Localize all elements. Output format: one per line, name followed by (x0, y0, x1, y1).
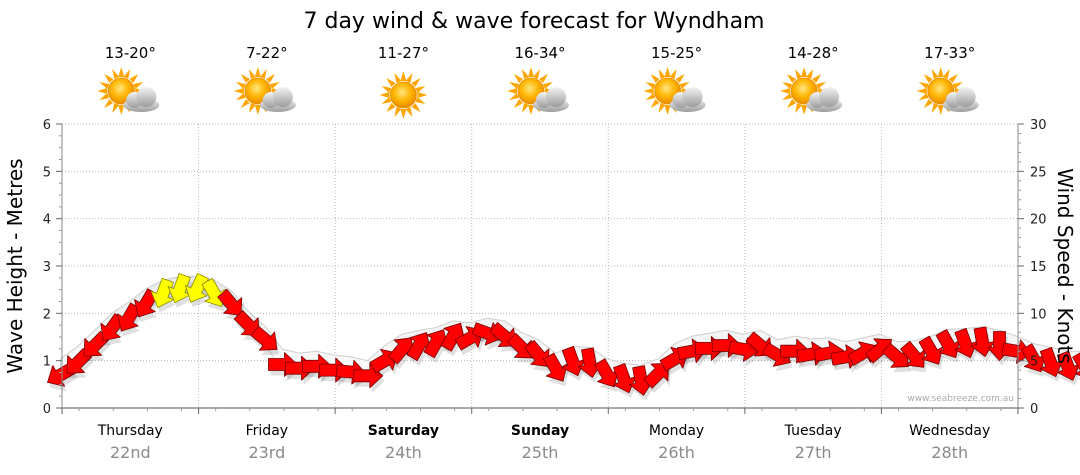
day-name-label: Saturday (368, 423, 439, 439)
wind-arrow-shape (1039, 346, 1064, 378)
day-temperature: 16-34° (514, 44, 565, 62)
y2-tick-label: 30 (1030, 118, 1047, 133)
day-date-label: 24th (385, 443, 422, 462)
wind-arrow-shape (117, 302, 142, 332)
partly-cloudy-icon (233, 66, 296, 116)
y-tick-label: 5 (43, 165, 51, 180)
day-name-label: Monday (649, 423, 704, 439)
wind-arrow (506, 332, 535, 364)
wind-arrow (643, 362, 671, 394)
partly-cloudy-icon (96, 66, 160, 116)
wind-arrow (134, 288, 161, 322)
day-date-label: 23rd (248, 443, 285, 462)
y2-axis-title: Wind Speed - Knots (1053, 168, 1077, 364)
wind-arrow-shape (250, 325, 278, 351)
day-name-label: Tuesday (784, 423, 842, 439)
sun-shape (379, 70, 428, 120)
y2-tick-label: 20 (1030, 213, 1047, 228)
wind-arrow (543, 352, 569, 387)
day-temperature: 13-20° (105, 44, 156, 62)
y2-tick-label: 15 (1030, 260, 1047, 275)
y-tick-label: 4 (43, 213, 51, 228)
wind-arrow (900, 340, 927, 373)
wind-arrow (954, 327, 980, 363)
y-axis-title: Wave Height - Metres (3, 158, 27, 373)
wind-arrow-shape (561, 345, 586, 377)
wind-arrow (935, 329, 962, 363)
day-name-label: Sunday (511, 423, 569, 439)
y-tick-label: 2 (43, 307, 51, 322)
day-name-label: Friday (246, 423, 288, 439)
wind-arrow-shape (935, 329, 961, 358)
wind-arrow-shape (954, 327, 978, 359)
y2-tick-label: 5 (1030, 355, 1038, 370)
wind-arrow-shape (217, 288, 243, 316)
day-date-label: 26th (658, 443, 695, 462)
day-date-label: 28th (931, 443, 968, 462)
wind-arrow-shape (134, 288, 159, 318)
wind-arrow-shape (643, 362, 670, 389)
wind-arrow (117, 302, 143, 337)
day-name-label: Wednesday (909, 423, 990, 439)
wind-arrow-shape (918, 335, 943, 365)
partly-cloudy-icon (779, 66, 843, 116)
wind-arrow-shape (1021, 343, 1046, 373)
wind-arrow-shape (406, 332, 431, 362)
y2-tick-label: 10 (1030, 307, 1047, 322)
y-tick-label: 0 (43, 402, 51, 417)
wind-arrow (918, 335, 945, 370)
day-date-label: 25th (522, 443, 559, 462)
partly-cloudy-icon (916, 66, 979, 116)
wind-arrow-shape (506, 332, 533, 359)
day-date-label: 27th (795, 443, 832, 462)
y-tick-label: 1 (43, 355, 51, 370)
wind-arrow (1072, 350, 1080, 385)
sunny-icon (379, 70, 428, 120)
wind-arrow (250, 325, 279, 356)
y-tick-label: 3 (43, 260, 51, 275)
y-tick-label: 6 (43, 118, 51, 133)
partly-cloudy-icon (506, 66, 569, 116)
wind-arrow (440, 322, 467, 357)
wind-arrow (524, 340, 551, 372)
credit-text: www.seabreeze.com.au (907, 394, 1014, 404)
wind-arrow-shape (594, 358, 619, 388)
wind-arrow-shape (524, 340, 550, 367)
day-temperature: 17-33° (924, 44, 975, 62)
wind-arrow-shape (1072, 350, 1080, 380)
wind-arrow (561, 345, 587, 381)
wind-arrow-shape (233, 310, 260, 336)
wind-arrow (882, 342, 911, 373)
wind-arrow-shape (150, 277, 174, 308)
wind-arrow-shape (900, 340, 925, 368)
wind-arrow-shape (1056, 350, 1080, 381)
day-temperature: 11-27° (378, 44, 429, 62)
day-name-label: Thursday (97, 423, 163, 439)
chart-title: 7 day wind & wave forecast for Wyndham (304, 9, 765, 34)
wind-arrow (1039, 346, 1065, 382)
y2-tick-label: 25 (1030, 165, 1047, 180)
day-temperature: 15-25° (651, 44, 702, 62)
wind-arrow-shape (167, 273, 191, 304)
y2-tick-label: 0 (1030, 402, 1038, 417)
wind-arrow (406, 332, 433, 366)
wind-arrow (1021, 343, 1047, 377)
wind-arrow-shape (543, 352, 568, 382)
wind-arrow (1056, 350, 1080, 386)
wind-arrow-shape (882, 342, 909, 368)
wind-arrow-shape (184, 273, 209, 303)
wind-arrow (217, 288, 244, 321)
partly-cloudy-icon (643, 66, 706, 116)
day-temperature: 14-28° (788, 44, 839, 62)
wind-arrow-shape (440, 322, 465, 352)
day-temperature: 7-22° (246, 44, 288, 62)
wind-arrow-shape (1001, 339, 1032, 364)
day-date-label: 22nd (110, 443, 151, 462)
